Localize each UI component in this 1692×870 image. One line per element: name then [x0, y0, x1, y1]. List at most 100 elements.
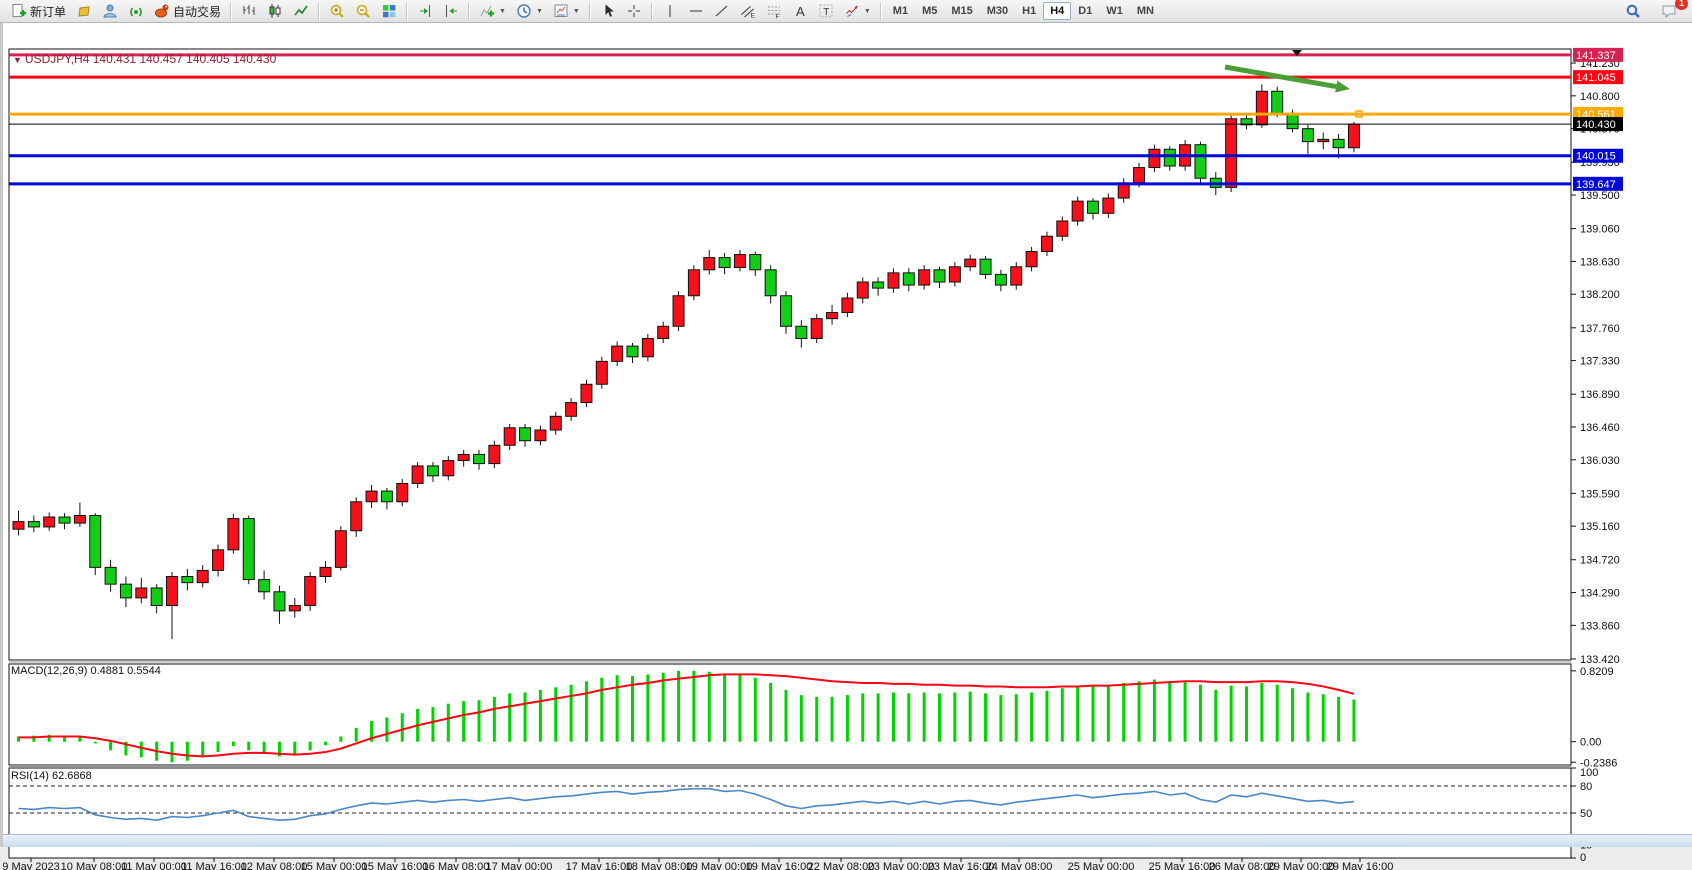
time-axis-label: 29 May 16:00 [1327, 861, 1394, 870]
timeframe-tab-mn[interactable]: MN [1136, 5, 1154, 17]
autotrading-button[interactable]: 自动交易 [149, 0, 226, 23]
zoomin-icon [330, 4, 344, 18]
chart-shift-button[interactable] [438, 0, 464, 23]
candle-body [503, 427, 516, 446]
rsi-axis-tick-label: 80 [1580, 781, 1592, 793]
timeframe-tab-h1[interactable]: H1 [1022, 5, 1037, 17]
candle-body [718, 257, 731, 269]
candle-body [749, 254, 762, 271]
notification-badge: 1 [1675, 0, 1688, 10]
crosshair-icon [627, 5, 640, 17]
candle-body [626, 345, 639, 358]
cursor-button[interactable] [595, 0, 621, 23]
zoom-in-button[interactable] [324, 0, 350, 23]
time-axis-label: 23 May 00:00 [868, 861, 935, 870]
candle-body [994, 273, 1007, 286]
indicators-button[interactable]: ▼ [474, 0, 511, 23]
signals-button[interactable] [123, 0, 149, 23]
candles-icon [269, 4, 281, 18]
horizontal-scrollbar[interactable] [3, 834, 1692, 847]
text-button[interactable]: A [787, 0, 813, 23]
arrows-icon [845, 5, 858, 17]
candle-body [1071, 200, 1084, 222]
autoscroll-marker-icon[interactable] [1292, 50, 1302, 56]
candle-body [334, 530, 347, 568]
trendline-button[interactable] [709, 0, 735, 23]
market-button[interactable] [71, 0, 97, 23]
price-axis-tick-label: 133.860 [1580, 620, 1620, 632]
textA-icon: A [796, 4, 805, 19]
profile-button[interactable] [97, 0, 123, 23]
current-price-line-badge-label: 140.430 [1576, 119, 1616, 131]
periods-button[interactable]: ▼ [511, 0, 548, 23]
trend-arrow-annotation[interactable] [1224, 64, 1337, 90]
support-line-2-badge-label: 139.647 [1576, 179, 1616, 191]
candle-body [964, 258, 977, 268]
price-axis-tick-label: 134.720 [1580, 555, 1620, 567]
timeframe-tab-m15[interactable]: M15 [951, 5, 973, 17]
timeframe-tab-m1[interactable]: M1 [892, 5, 909, 17]
candle-body [657, 325, 670, 339]
templates-button[interactable]: ▼ [548, 0, 585, 23]
channel-button[interactable]: E [735, 0, 761, 23]
time-axis-label: 11 May 00:00 [121, 861, 187, 870]
candle-body [58, 516, 71, 524]
price-axis-tick-label: 138.630 [1580, 256, 1620, 268]
candle-body [1010, 266, 1023, 286]
auto-scroll-button[interactable] [412, 0, 438, 23]
candle-body [212, 549, 225, 571]
timeframe-tab-w1[interactable]: W1 [1106, 5, 1123, 17]
time-axis-label: 11 May 16:00 [181, 861, 247, 870]
candle-body [672, 295, 685, 327]
tile-windows-button[interactable] [376, 0, 402, 23]
macd-axis-tick-label: 0.00 [1580, 737, 1601, 749]
support-line-1-badge-label: 140.015 [1576, 151, 1616, 163]
price-axis-tick-label: 141.230 [1580, 58, 1620, 70]
dropdown-caret-icon[interactable]: ▼ [535, 7, 543, 15]
candle-body [733, 254, 746, 269]
candle-body [703, 257, 716, 271]
line-chart-button[interactable] [288, 0, 314, 23]
macd-signal-line [18, 673, 1355, 758]
time-axis-label: 24 May 08:00 [986, 861, 1053, 870]
candlestick-chart-button[interactable] [262, 0, 288, 23]
time-axis-label: 12 May 08:00 [241, 861, 308, 870]
channel-icon: E [741, 6, 755, 19]
main-toolbar: 新订单 自动交易 ▼ ▼ ▼ E F A T ▼ M1 M5 M15 M30 H1 H4 D1 W1 MN 1 [0, 0, 1692, 23]
candle-body [979, 258, 992, 275]
toolbar-right-group: 1 [1620, 0, 1688, 23]
dropdown-caret-icon[interactable]: ▼ [572, 7, 580, 15]
dropdown-caret-icon[interactable]: ▼ [863, 7, 871, 15]
horizontal-line-button[interactable] [683, 0, 709, 23]
macd-pane[interactable] [8, 663, 1572, 766]
autotrading-button-label: 自动交易 [173, 4, 222, 19]
timeframe-tab-h4[interactable]: H4 [1043, 2, 1072, 20]
dropdown-caret-icon[interactable]: ▼ [499, 7, 506, 15]
new-order-button[interactable]: 新订单 [6, 0, 71, 23]
timeframe-tab-m5[interactable]: M5 [922, 5, 938, 17]
timeframe-tab-d1[interactable]: D1 [1078, 5, 1093, 17]
price-axis-tick-label: 136.890 [1580, 389, 1620, 401]
chart-canvas[interactable]: 141.230140.800140.370139.930139.500139.0… [3, 47, 1692, 870]
vertical-line-button[interactable] [657, 0, 683, 23]
candle-body [196, 569, 209, 584]
candle-body [380, 490, 393, 503]
candle-body [1102, 197, 1115, 214]
bar-chart-button[interactable] [236, 0, 262, 23]
zoom-out-button[interactable] [350, 0, 376, 23]
crosshair-button[interactable] [621, 0, 647, 23]
rsi-axis-tick-label: 0 [1580, 852, 1586, 864]
time-axis-label: 22 May 08:00 [808, 861, 875, 870]
fibonacci-button[interactable]: F [761, 0, 787, 23]
timeframe-tab-m30[interactable]: M30 [986, 5, 1009, 17]
line-drag-handle[interactable] [1355, 110, 1363, 118]
text-label-button[interactable]: T [813, 0, 839, 23]
main-price-pane[interactable] [8, 48, 1572, 661]
search-button[interactable] [1620, 0, 1646, 23]
candle-body [27, 521, 40, 528]
symbol-dropdown-icon[interactable]: ▼ [13, 55, 22, 65]
trend-arrow-head[interactable] [1335, 80, 1350, 93]
candle-body [887, 272, 900, 289]
chat-button[interactable]: 1 [1656, 0, 1688, 23]
arrows-button[interactable]: ▼ [839, 0, 876, 23]
